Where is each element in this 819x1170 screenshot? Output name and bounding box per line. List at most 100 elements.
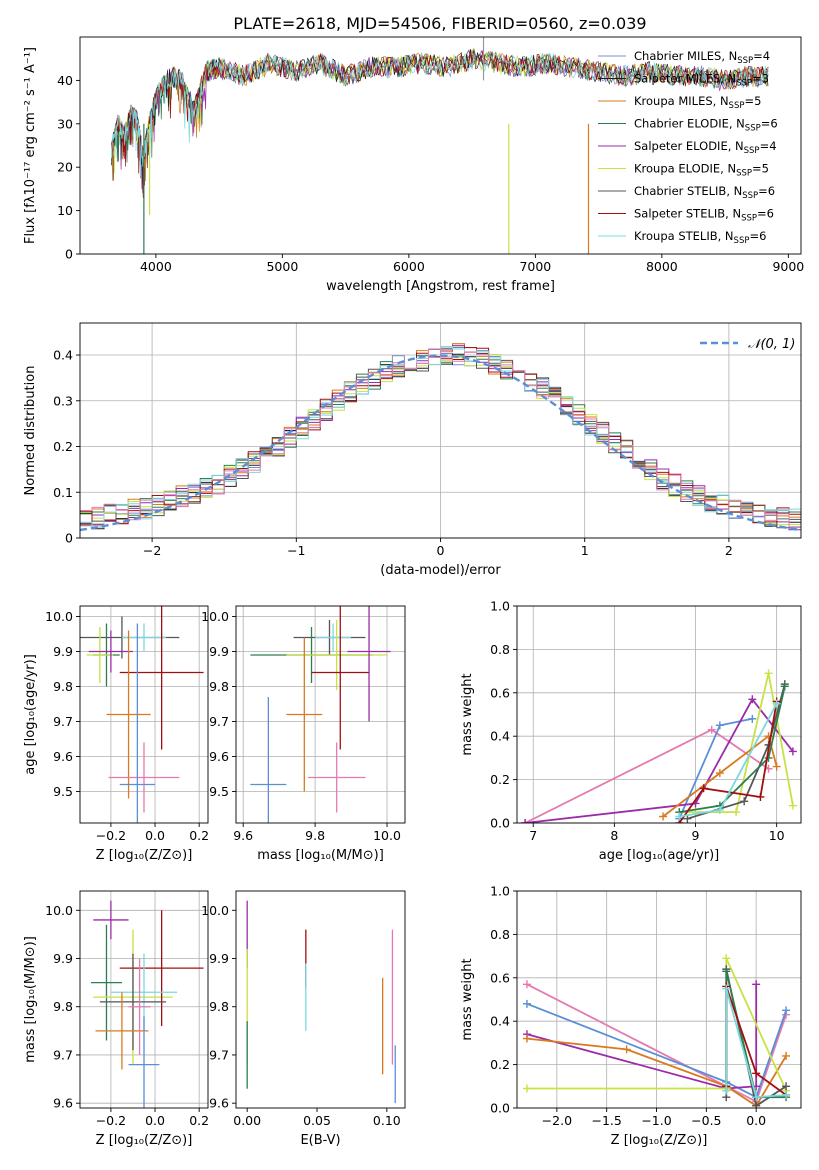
errorbar-point bbox=[119, 606, 204, 750]
weight-marker bbox=[522, 1084, 531, 1093]
weight-series bbox=[526, 984, 758, 1090]
weight-marker bbox=[764, 669, 773, 678]
y-tick-label: 10.0 bbox=[201, 903, 229, 918]
x-tick-label: 9.8 bbox=[305, 828, 325, 843]
weight-marker bbox=[715, 721, 724, 730]
weight-marker bbox=[772, 762, 781, 771]
weight-marker bbox=[788, 801, 797, 810]
legend-entry: Salpeter STELIB, NSSP=6 bbox=[634, 207, 774, 224]
weight-marker bbox=[707, 725, 716, 734]
legend-entry: Kroupa STELIB, NSSP=6 bbox=[634, 229, 766, 246]
y-tick-label: 9.7 bbox=[209, 714, 229, 729]
axes-frame bbox=[79, 322, 802, 539]
errorbar-point bbox=[91, 924, 122, 1041]
panel-age_vs_Z: −0.2 0.0 0.2 9.5 9.6 9.7 9.8 9.9 10.0 Z [log₁₀(Z/… bbox=[23, 605, 209, 863]
x-axis-label: mass [log₁₀(M/M⊙)] bbox=[257, 848, 384, 863]
weight-marker bbox=[756, 792, 765, 801]
y-tick-label: 9.7 bbox=[53, 714, 73, 729]
legend-entry: Chabrier MILES, NSSP=4 bbox=[634, 49, 770, 66]
x-tick-label: 6000 bbox=[393, 259, 425, 274]
panel-spectrum: Chabrier MILES, NSSP=4 Salpeter MILES, NS… bbox=[23, 36, 804, 294]
y-tick-label: 0.6 bbox=[490, 685, 510, 700]
axes-frame bbox=[79, 890, 209, 1109]
x-tick-label: 4000 bbox=[140, 259, 172, 274]
weight-marker bbox=[782, 1051, 791, 1060]
weight-marker bbox=[740, 797, 749, 806]
y-tick-label: 9.9 bbox=[53, 951, 73, 966]
y-tick-label: 0 bbox=[65, 247, 73, 262]
y-tick-label: 0.8 bbox=[490, 642, 510, 657]
errorbar-point bbox=[121, 623, 167, 652]
histograms bbox=[80, 343, 801, 532]
y-tick-label: 9.8 bbox=[209, 999, 229, 1014]
y-tick-label: 0.0 bbox=[490, 1101, 510, 1116]
y-tick-label: 1.0 bbox=[490, 884, 510, 899]
weight-marker bbox=[722, 967, 731, 976]
y-tick-label: 9.6 bbox=[209, 1096, 229, 1111]
x-tick-label: 9 bbox=[692, 828, 700, 843]
legend-entry: Kroupa MILES, NSSP=5 bbox=[634, 94, 761, 111]
errorbars bbox=[250, 606, 391, 823]
weight-marker bbox=[522, 980, 531, 989]
weight-marker bbox=[764, 753, 773, 762]
weight-marker bbox=[772, 699, 781, 708]
x-tick-label: 2 bbox=[725, 543, 733, 558]
y-tick-label: 9.6 bbox=[209, 749, 229, 764]
panel-weight_vs_age: 7 8 9 10 0.0 0.2 0.4 0.6 0.8 1.0 age [log₁₀(age/yr… bbox=[460, 599, 802, 863]
weight-marker bbox=[715, 769, 724, 778]
weight-marker bbox=[782, 1090, 791, 1099]
weight-marker bbox=[622, 1045, 631, 1054]
x-tick-label: 10 bbox=[769, 828, 785, 843]
figure-title: PLATE=2618, MJD=54506, FIBERID=0560, z=0… bbox=[233, 14, 646, 33]
y-tick-label: 10.0 bbox=[45, 903, 73, 918]
weight-lines bbox=[521, 669, 797, 823]
weight-series bbox=[725, 988, 787, 1099]
panel-mass_vs_Z: −0.2 0.0 0.2 9.6 9.7 9.8 9.9 10.0 Z [log₁₀(Z/Z⊙)… bbox=[23, 890, 209, 1148]
x-tick-label: 8000 bbox=[646, 259, 678, 274]
x-tick-label: −2.0 bbox=[542, 1113, 572, 1128]
spectrum-lines bbox=[111, 37, 769, 254]
errorbar-point bbox=[128, 958, 151, 1055]
errorbar-point bbox=[93, 900, 129, 940]
y-tick-label: 0.4 bbox=[53, 348, 73, 363]
spectrum-legend: Chabrier MILES, NSSP=4 Salpeter MILES, NS… bbox=[598, 49, 778, 246]
weight-marker bbox=[715, 805, 724, 814]
y-tick-label: 9.6 bbox=[53, 1096, 73, 1111]
x-axis-label: Z [log₁₀(Z/Z⊙)] bbox=[96, 848, 193, 863]
weight-marker bbox=[659, 812, 668, 821]
errorbar-point bbox=[99, 953, 167, 1051]
errorbar-point bbox=[315, 623, 352, 652]
errorbar-point bbox=[86, 627, 114, 683]
weight-marker bbox=[782, 1006, 791, 1015]
x-axis-label: Z [log₁₀(Z/Z⊙)] bbox=[96, 1133, 193, 1148]
legend-normal: 𝒩(0, 1) bbox=[748, 337, 795, 352]
weight-marker bbox=[752, 1093, 761, 1102]
x-tick-label: −0.5 bbox=[691, 1113, 721, 1128]
axes-frame bbox=[79, 605, 209, 824]
y-tick-label: 0.1 bbox=[53, 485, 73, 500]
x-tick-label: 1 bbox=[581, 543, 589, 558]
legend-entry: Chabrier ELODIE, NSSP=6 bbox=[634, 117, 778, 134]
x-tick-label: 9.6 bbox=[233, 828, 253, 843]
y-tick-label: 9.8 bbox=[53, 999, 73, 1014]
weight-marker bbox=[788, 747, 797, 756]
x-tick-label: −2 bbox=[143, 543, 161, 558]
weight-marker bbox=[722, 984, 731, 993]
weight-lines bbox=[522, 954, 791, 1108]
panel-age_vs_mass: 9.6 9.8 10.0 9.5 9.6 9.7 9.8 9.9 10.0 mass [log₁₀… bbox=[201, 605, 406, 863]
errorbars bbox=[91, 900, 204, 1108]
y-tick-label: 0.2 bbox=[53, 439, 73, 454]
panel-mass_vs_ebv: 0.00 0.05 0.10 9.6 9.7 9.8 9.9 10.0 E(B-V) bbox=[201, 890, 406, 1148]
y-tick-label: 9.6 bbox=[53, 749, 73, 764]
errorbar-point bbox=[286, 637, 323, 792]
y-tick-label: 9.8 bbox=[53, 679, 73, 694]
errorbar-point bbox=[119, 910, 204, 1027]
x-tick-label: −0.2 bbox=[96, 1113, 126, 1128]
y-tick-label: 9.7 bbox=[209, 1047, 229, 1062]
x-tick-label: −1 bbox=[287, 543, 305, 558]
weight-marker bbox=[722, 1086, 731, 1095]
y-tick-label: 9.9 bbox=[209, 644, 229, 659]
errorbars bbox=[80, 606, 204, 823]
y-axis-label: age [log₁₀(age/yr)] bbox=[23, 654, 38, 775]
weight-series bbox=[678, 701, 778, 823]
